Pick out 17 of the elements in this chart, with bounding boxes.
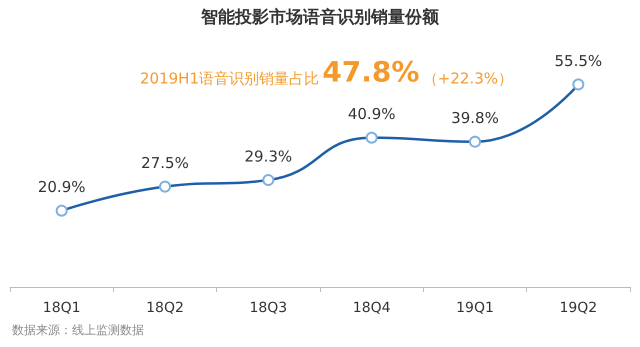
x-tick-label: 18Q1 <box>42 300 81 316</box>
annotation: 2019H1语音识别销量占比 <box>140 70 319 88</box>
data-label: 29.3% <box>244 148 292 166</box>
source-note: 数据来源：线上监测数据 <box>12 323 144 337</box>
annotation: 47.8% <box>322 56 420 88</box>
x-tick-label: 18Q2 <box>146 300 184 316</box>
data-label: 27.5% <box>141 154 189 172</box>
x-tick-label: 18Q3 <box>249 300 288 316</box>
x-tick-label: 18Q4 <box>352 300 391 316</box>
chart-title: 智能投影市场语音识别销量份额 <box>200 8 440 28</box>
x-tick-label: 19Q1 <box>456 300 494 316</box>
x-tick-label: 19Q2 <box>559 300 598 316</box>
data-label: 20.9% <box>38 178 86 196</box>
data-label: 55.5% <box>554 52 602 70</box>
annotation: （+22.3%） <box>422 70 514 88</box>
data-label: 39.8% <box>451 109 499 128</box>
data-label: 40.9% <box>348 105 396 124</box>
